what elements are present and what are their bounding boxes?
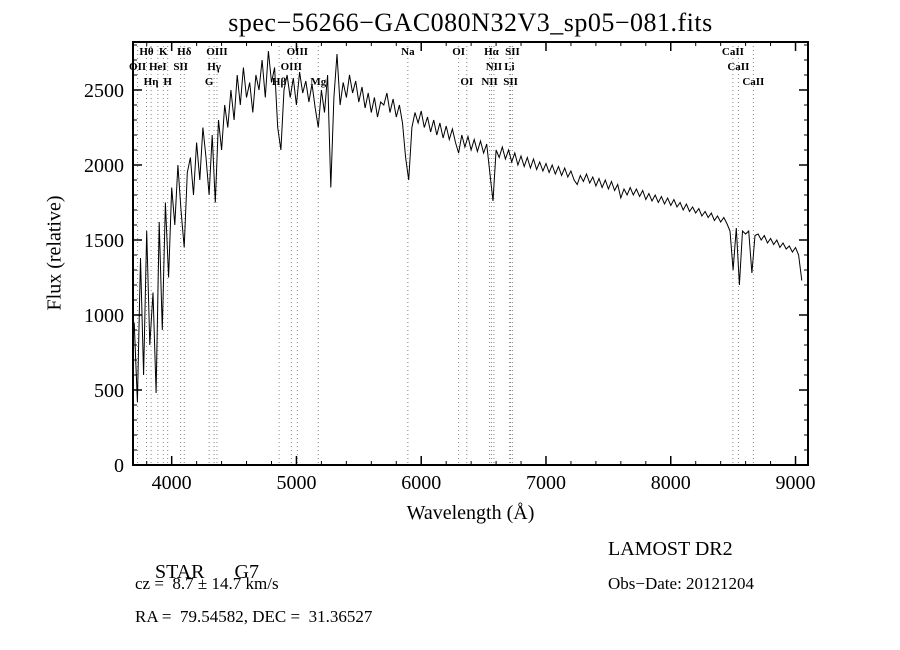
spectral-line-label: CaII (742, 76, 764, 88)
y-tick-label: 2000 (84, 155, 124, 177)
page-title: spec−56266−GAC080N32V3_sp05−081.fits (228, 8, 713, 37)
spectral-line-label: Hβ (272, 76, 287, 88)
axes: 4000 5000 6000 7000 8000 9000 0 500 1000 1500 2000… (84, 41, 816, 494)
spectral-line-labels: Hθ K Hδ OIII OIII Na OI Hα SII CaII OII HeI SII Hγ OII… (129, 46, 764, 88)
classification-line: STAR G7 (135, 538, 259, 607)
survey-label: LAMOST DR2 (608, 538, 733, 560)
spectral-line-label: Hδ (177, 46, 192, 58)
coordinates-line: RA = 79.54582, DEC = 31.36527 (135, 607, 373, 626)
spectral-line-label: OIII (281, 61, 302, 73)
spectral-line-label: Hγ (207, 61, 221, 73)
spectrum-series (133, 50, 803, 403)
spectral-line-label: SII (173, 61, 188, 73)
x-tick-label: 4000 (152, 472, 192, 494)
spectral-line-label: NII (486, 61, 503, 73)
spectral-line-label: Li (504, 61, 514, 73)
obs-date-line: Obs−Date: 20121204 (608, 574, 755, 593)
spectral-line-label: SII (503, 76, 518, 88)
spectral-line-label: H (163, 76, 172, 88)
x-tick-label: 8000 (651, 472, 691, 494)
spectral-line-label: G (205, 76, 214, 88)
spectral-line-label: CaII (727, 61, 749, 73)
spectral-line-label: OI (460, 76, 473, 88)
spectral-line-label: SII (505, 46, 520, 58)
x-axis-label: Wavelength (Å) (406, 502, 535, 524)
spectral-line-label: HeI (149, 61, 167, 73)
x-tick-label: 6000 (401, 472, 441, 494)
y-tick-label: 500 (94, 380, 124, 402)
spectral-line-label: CaII (722, 46, 744, 58)
x-tick-label: 7000 (526, 472, 566, 494)
y-tick-label: 2500 (84, 80, 124, 102)
spectral-line-label: Hη (144, 76, 159, 88)
y-tick-label: 0 (114, 455, 124, 477)
spectral-line-label: Hθ (139, 46, 154, 58)
y-tick-label: 1000 (84, 305, 124, 327)
radial-velocity-line: cz = 8.7 ± 14.7 km/s (135, 574, 279, 593)
object-subclass: G7 (234, 561, 259, 583)
spectral-line-label: OIII (287, 46, 308, 58)
spectral-line-markers (137, 42, 754, 465)
y-tick-label: 1500 (84, 230, 124, 252)
spectral-line-label: K (159, 46, 168, 58)
x-tick-label: 9000 (776, 472, 816, 494)
object-class: STAR (155, 561, 205, 583)
x-tick-label: 5000 (276, 472, 316, 494)
y-axis-label: Flux (relative) (43, 195, 66, 311)
spectral-line-label: OI (452, 46, 465, 58)
spectral-line-label: OIII (206, 46, 227, 58)
spectral-line-label: NII (481, 76, 498, 88)
spectral-line-label: Mg (310, 76, 326, 88)
spectrum-chart: 4000 5000 6000 7000 8000 9000 0 500 1000 1500 2000… (84, 41, 816, 494)
spectral-line-label: OII (129, 61, 146, 73)
spectral-line-label: Na (401, 46, 415, 58)
spectral-line-label: Hα (484, 46, 500, 58)
